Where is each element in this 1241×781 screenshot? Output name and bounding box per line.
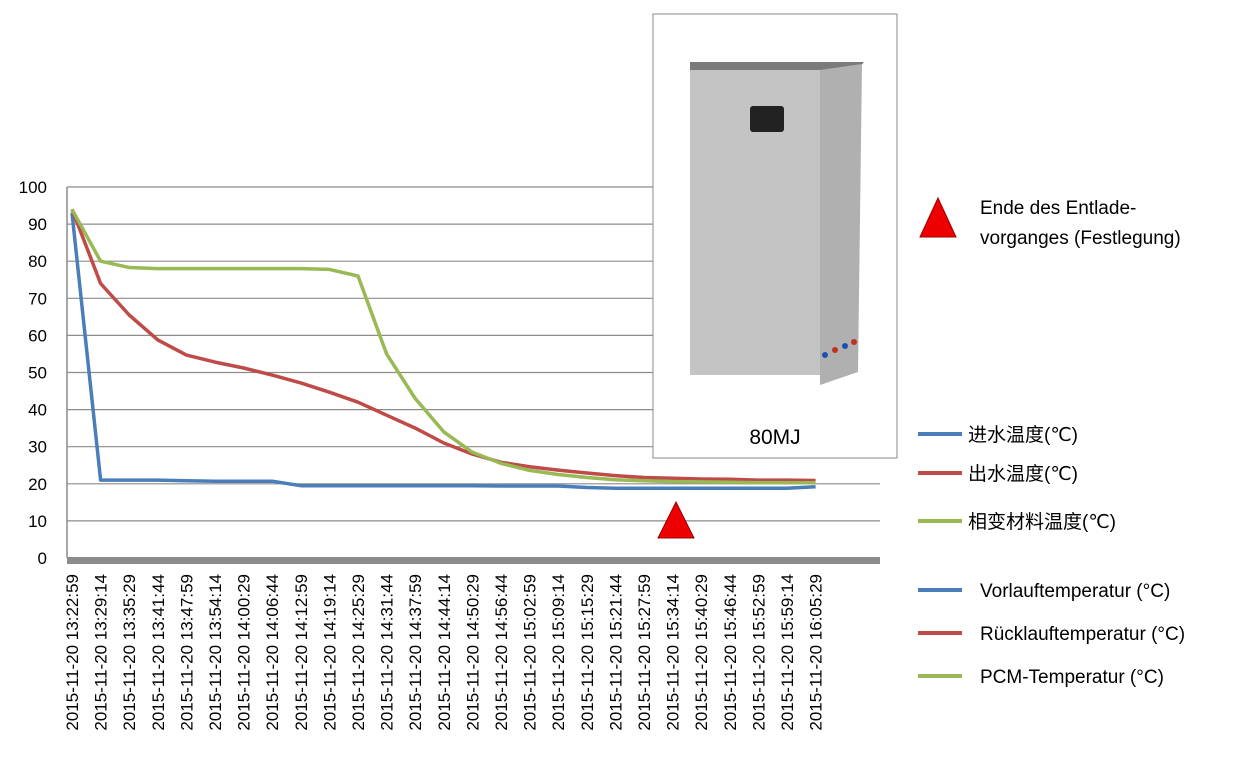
legend-label: 进水温度(℃) [968,424,1078,446]
x-tick-label: 2015-11-20 13:41:44 [149,574,168,731]
legend-label: 相变材料温度(℃) [968,511,1116,533]
x-tick-label: 2015-11-20 13:22:59 [63,574,82,731]
y-tick-label: 90 [28,215,47,234]
x-tick-label: 2015-11-20 15:02:59 [521,574,540,731]
x-tick-label: 2015-11-20 15:40:29 [692,574,711,731]
x-tick-label: 2015-11-20 14:44:14 [435,574,454,731]
x-tick-label: 2015-11-20 14:50:29 [463,574,482,731]
x-tick-label: 2015-11-20 14:37:59 [406,574,425,731]
x-tick-label: 2015-11-20 16:05:29 [807,574,826,731]
legend-label: PCM-Temperatur (°C) [980,667,1164,688]
x-tick-label: 2015-11-20 14:25:29 [349,574,368,731]
annotation-marker [919,196,957,238]
device-port [822,352,828,358]
inset: 80MJ [652,13,898,459]
legend: 进水温度(℃) Vorlauftemperatur (°C) 出水温度(℃) Rück… [918,424,1185,688]
y-tick-label: 40 [28,401,47,420]
x-tick-label: 2015-11-20 15:09:14 [549,574,568,731]
annotation: Ende des Entlade-vorganges (Festlegung) [980,198,1181,249]
y-tick-label: 0 [38,549,47,568]
x-tick-label: 2015-11-20 15:59:14 [778,574,797,731]
device-port [832,347,838,353]
x-tick-label: 2015-11-20 14:19:14 [320,574,339,731]
y-tick-label: 20 [28,475,47,494]
x-tick-label: 2015-11-20 15:21:44 [606,574,625,731]
legend-label: Vorlauftemperatur (°C) [980,581,1170,602]
x-tick-label: 2015-11-20 15:15:29 [578,574,597,731]
x-tick-label: 2015-11-20 13:35:29 [120,574,139,731]
x-axis [67,557,880,564]
line [70,208,816,485]
line [70,208,816,483]
y-tick-label: 30 [28,438,47,457]
x-tick-label: 2015-11-20 13:29:14 [92,574,111,731]
x-tick-label: 2015-11-20 14:00:29 [235,574,254,731]
y-tick-label: 10 [28,512,47,531]
device-top [690,62,864,70]
legend-label: 出水温度(℃) [968,463,1078,485]
plot: 0 10 20 30 40 50 60 70 80 90 100 2015-11-20 13:22:5… [19,178,880,731]
x-tick-label: 2015-11-20 14:56:44 [492,574,511,731]
y-tick-label: 60 [28,326,47,345]
line [70,212,816,491]
x-tick-label: 2015-11-20 14:31:44 [378,574,397,731]
x-tick-label: 2015-11-20 15:27:59 [635,574,654,731]
y-tick-label: 50 [28,364,47,383]
x-tick-label: 2015-11-20 13:54:14 [206,574,225,731]
x-tick-label: 2015-11-20 14:12:59 [292,574,311,731]
device-port [851,339,857,345]
x-tick-label: 2015-11-20 15:52:59 [749,574,768,731]
device-display [750,106,784,132]
y-tick-label: 100 [19,178,47,197]
y-tick-label: 80 [28,252,47,271]
legend-label: Rücklauftemperatur (°C) [980,624,1185,645]
y-tick-label: 70 [28,289,47,308]
end-marker [657,500,695,539]
x-tick-label: 2015-11-20 14:06:44 [263,574,282,731]
device-side [820,64,862,385]
x-tick-label: 2015-11-20 15:46:44 [721,574,740,731]
inset-caption: 80MJ [749,426,800,449]
device-port [842,343,848,349]
x-tick-label: 2015-11-20 13:47:59 [177,574,196,731]
x-tick-label: 2015-11-20 15:34:14 [664,574,683,731]
